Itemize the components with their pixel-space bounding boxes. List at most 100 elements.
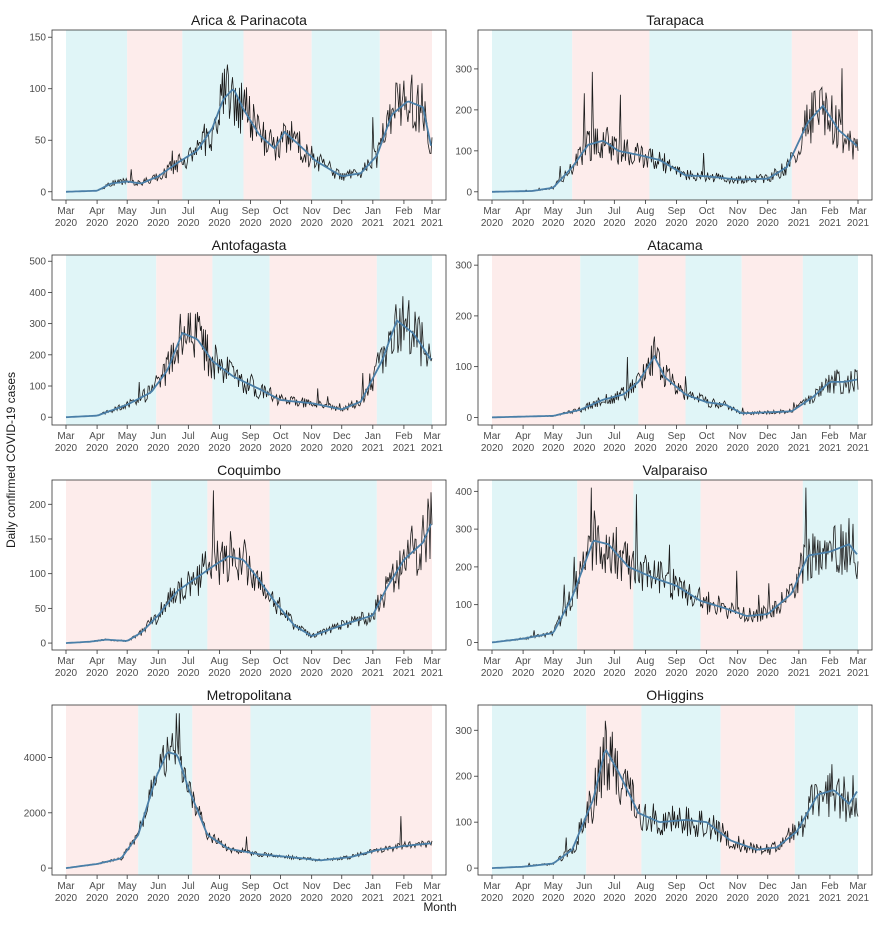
x-tick-month: Aug [637,881,655,892]
daily-cases-line [66,296,433,418]
x-tick-month: Dec [333,656,351,667]
y-tick-label: 0 [466,864,472,875]
x-tick-month: Oct [699,431,715,442]
x-tick-year: 2020 [147,893,170,904]
x-tick-month: Apr [515,881,531,892]
y-tick-label: 2000 [24,808,47,819]
x-tick-year: 2020 [301,443,324,454]
x-tick-year: 2020 [481,893,504,904]
x-tick-month: Dec [759,656,777,667]
y-tick-label: 200 [455,105,472,116]
x-tick-year: 2020 [542,668,565,679]
x-axis-label: Month [423,900,457,914]
y-axis-label: Daily confirmed COVID-19 cases [4,371,18,549]
x-tick-month: Jan [365,206,381,217]
x-tick-year: 2020 [177,668,200,679]
x-tick-month: Jul [182,431,195,442]
x-tick-month: Jul [608,206,621,217]
x-tick-month: Aug [637,431,655,442]
x-tick-month: Mar [57,206,75,217]
x-tick-year: 2020 [208,443,231,454]
x-tick-month: Mar [849,656,867,667]
x-tick-year: 2021 [788,668,811,679]
x-tick-month: May [544,431,563,442]
x-tick-month: Sep [242,881,260,892]
x-tick-month: Jan [365,656,381,667]
smoothed-trend-line [65,88,432,193]
phase-band-blue [151,480,208,650]
phase-band-blue [212,255,270,425]
phase-band-red [492,255,581,425]
x-tick-month: Nov [303,431,321,442]
phase-band-red [700,480,803,650]
y-tick-label: 0 [466,638,472,649]
x-tick-month: Dec [333,881,351,892]
x-tick-year: 2020 [331,443,354,454]
x-tick-year: 2021 [819,443,842,454]
x-tick-month: Sep [668,431,686,442]
phase-band-blue [685,255,742,425]
x-tick-year: 2021 [819,218,842,229]
x-tick-month: Jan [791,881,807,892]
panel-title: Valparaiso [642,462,707,478]
x-tick-month: Dec [759,206,777,217]
x-tick-year: 2020 [208,668,231,679]
x-tick-year: 2021 [847,893,870,904]
panel-frame [51,479,447,651]
x-tick-month: Aug [637,206,655,217]
x-tick-year: 2020 [239,443,262,454]
x-tick-month: Jul [182,206,195,217]
x-tick-year: 2021 [788,218,811,229]
panel-arica-parinacota: Arica & Parinacota050100150Mar2020Apr202… [29,12,447,229]
x-tick-year: 2020 [55,443,78,454]
panel-frame [477,29,873,201]
x-tick-year: 2020 [55,893,78,904]
phase-band-blue [138,705,193,875]
x-tick-year: 2020 [695,668,718,679]
y-tick-label: 0 [40,187,46,198]
x-tick-year: 2020 [301,218,324,229]
x-tick-month: Sep [242,206,260,217]
x-tick-month: Jun [150,881,166,892]
x-tick-year: 2020 [208,218,231,229]
x-tick-month: Jul [182,881,195,892]
x-tick-year: 2020 [695,443,718,454]
x-tick-month: Nov [729,656,747,667]
phase-band-red [741,255,803,425]
x-tick-month: Jul [182,656,195,667]
x-tick-month: Sep [242,431,260,442]
x-tick-year: 2020 [603,218,626,229]
x-tick-month: Mar [849,881,867,892]
x-tick-year: 2020 [542,443,565,454]
x-tick-year: 2020 [603,893,626,904]
x-tick-month: Mar [57,656,75,667]
x-tick-month: Feb [821,206,839,217]
x-tick-year: 2020 [177,218,200,229]
smoothed-trend-line [491,748,858,869]
y-tick-label: 200 [455,311,472,322]
x-tick-year: 2020 [55,668,78,679]
phase-band-blue [649,30,792,200]
x-tick-month: Mar [423,881,441,892]
panel-metropolitana: Metropolitana020004000Mar2020Apr2020May2… [24,687,447,904]
x-tick-month: Feb [821,881,839,892]
x-tick-month: Oct [273,881,289,892]
phase-band-blue [66,30,128,200]
x-tick-year: 2020 [727,668,750,679]
x-tick-year: 2021 [847,218,870,229]
x-tick-year: 2020 [86,443,109,454]
x-tick-year: 2021 [421,668,444,679]
x-tick-year: 2020 [665,443,688,454]
x-tick-month: Oct [699,881,715,892]
x-tick-month: Mar [57,881,75,892]
x-tick-year: 2020 [665,668,688,679]
smoothed-trend-line [65,523,432,644]
panel-title: Antofagasta [212,237,287,253]
x-tick-year: 2020 [239,893,262,904]
x-tick-year: 2020 [208,893,231,904]
x-tick-month: Jun [576,881,592,892]
y-tick-label: 100 [455,818,472,829]
x-tick-year: 2020 [147,218,170,229]
